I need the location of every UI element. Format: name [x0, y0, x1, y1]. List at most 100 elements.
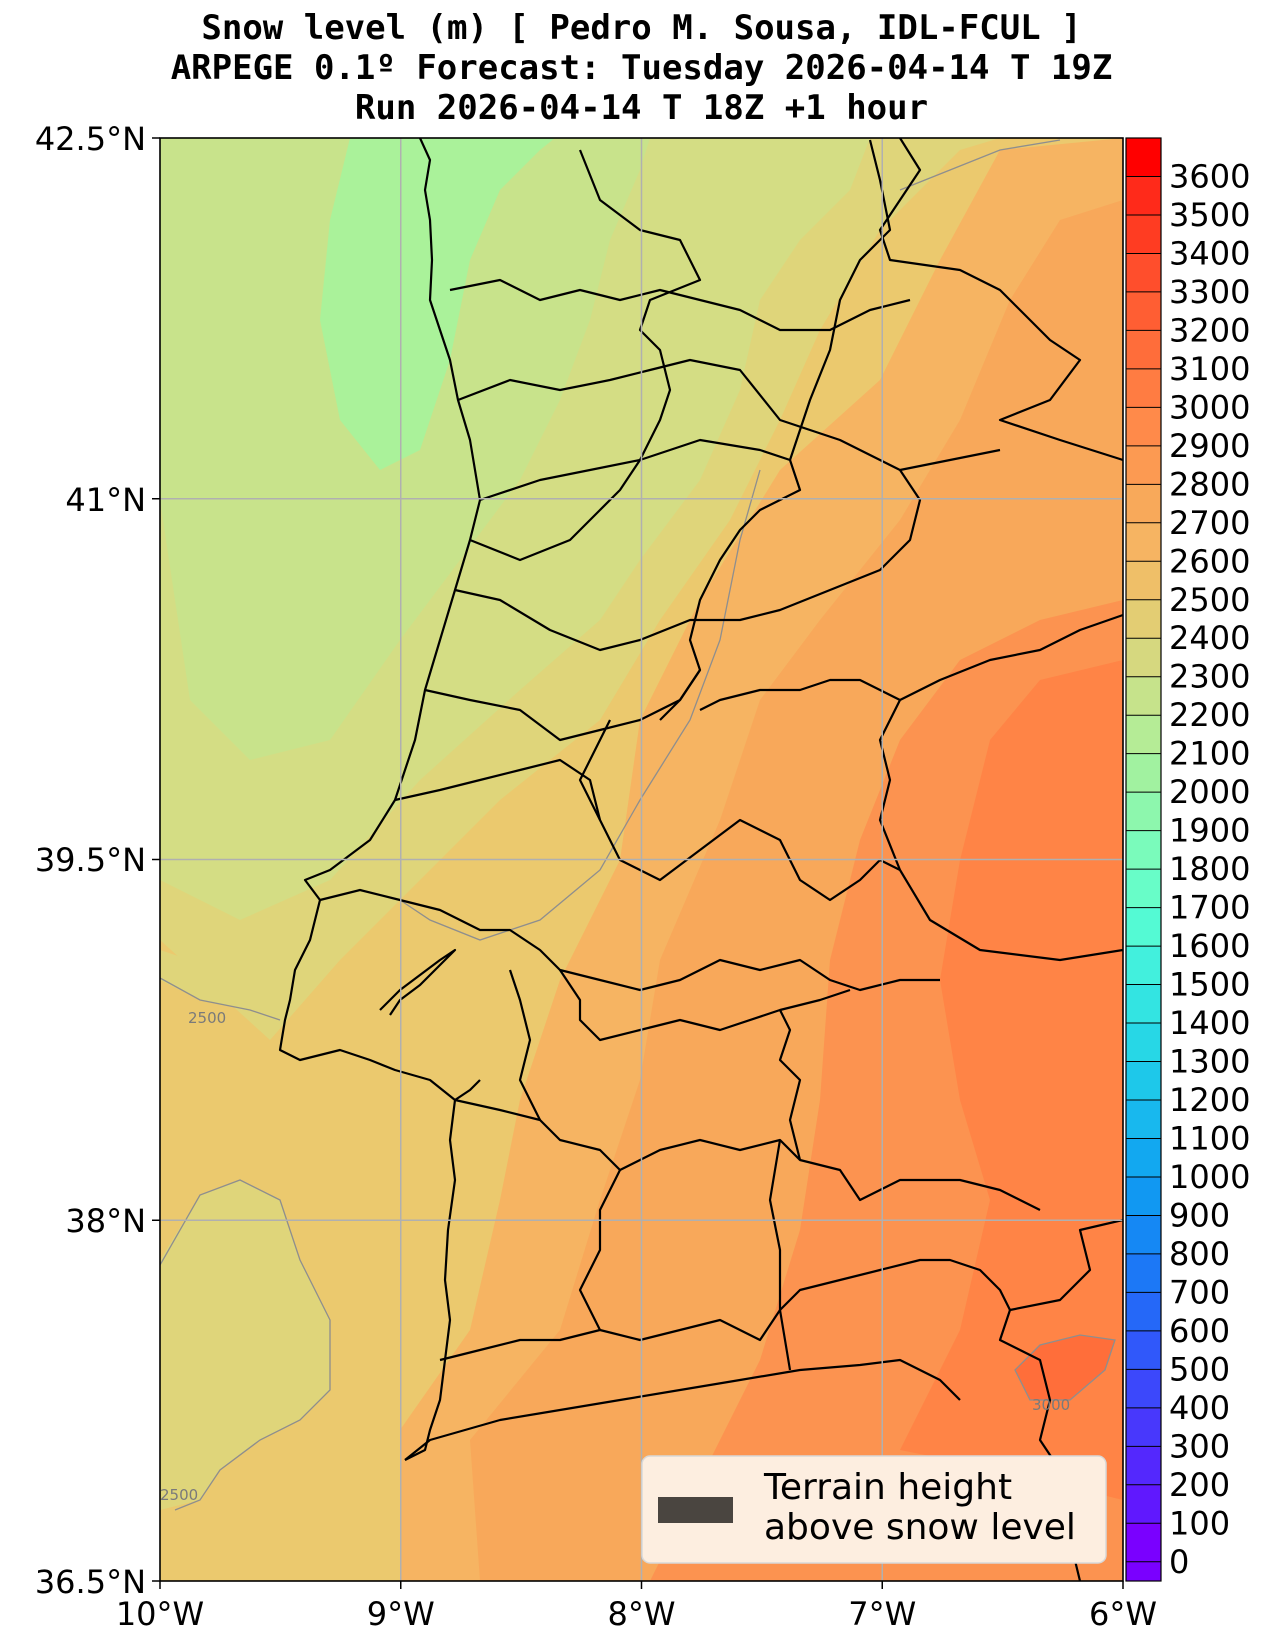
- colorbar-tick-label: 700: [1169, 1273, 1230, 1311]
- colorbar-tick-label: 2800: [1169, 465, 1250, 503]
- contour-label-3000: 3000: [1032, 1396, 1070, 1414]
- colorbar-tick-label: 3400: [1169, 234, 1250, 272]
- district-boundary-south-4: [439, 1258, 1011, 1362]
- colorbar-segment: [1126, 407, 1161, 447]
- field-zone-west-khaki: [160, 950, 280, 1020]
- colorbar-tick-label: 2900: [1169, 427, 1250, 465]
- lon-tick-label-9w: 9°W: [367, 1595, 435, 1633]
- lon-tick-label-10w: 10°W: [116, 1595, 204, 1633]
- map-title-line-3: Run 2026-04-14 T 18Z +1 hour: [354, 88, 929, 128]
- colorbar-segment: [1126, 138, 1161, 178]
- colorbar-segment: [1126, 1523, 1161, 1563]
- district-boundary-north-1: [449, 278, 911, 332]
- colorbar-segment: [1126, 1484, 1161, 1525]
- colorbar-segments: [1126, 138, 1161, 1581]
- colorbar-segment: [1126, 176, 1161, 216]
- map-gridlines: [160, 138, 1123, 1581]
- colorbar-segment: [1126, 946, 1161, 986]
- colorbar-tick-label: 1000: [1169, 1158, 1250, 1196]
- field-zone-deep-orange: [900, 660, 1123, 1500]
- map-title-line-2: ARPEGE 0.1º Forecast: Tuesday 2026-04-14…: [170, 48, 1113, 88]
- district-boundary-south-2: [508, 969, 541, 1121]
- colorbar-tick-label: 3200: [1169, 311, 1250, 349]
- colorbar-tick-label: 300: [1169, 1427, 1230, 1465]
- colorbar-tick-label: 100: [1169, 1504, 1230, 1542]
- colorbar-tick-label: 3500: [1169, 196, 1250, 234]
- contour-inland: [399, 469, 761, 941]
- colorbar-segment: [1126, 1369, 1161, 1409]
- field-zone-green: [320, 138, 555, 470]
- colorbar-labels: 3600350034003300320031003000290028002700…: [1126, 157, 1250, 1581]
- administrative-boundaries: [278, 138, 1123, 1581]
- district-boundary-north-2: [457, 358, 1001, 472]
- colorbar-tick-label: 800: [1169, 1235, 1230, 1273]
- field-zone-red-orange: [1015, 1335, 1115, 1400]
- legend-box: [641, 1455, 1107, 1564]
- colorbar-segment: [1126, 753, 1161, 794]
- colorbar-segment: [1126, 1061, 1161, 1101]
- district-boundary-centre-4: [394, 758, 901, 902]
- colorbar-segment: [1126, 368, 1161, 409]
- colorbar-tick-label: 2400: [1169, 619, 1250, 657]
- colorbar-segment: [1126, 599, 1161, 640]
- colorbar-tick-label: 1200: [1169, 1081, 1250, 1119]
- colorbar-tick-label: 2600: [1169, 542, 1250, 580]
- colorbar-segment: [1126, 907, 1161, 948]
- tagus-estuary: [379, 948, 457, 1016]
- colorbar-tick-label: 3600: [1169, 157, 1250, 195]
- district-boundary-centre-5: [578, 719, 611, 821]
- contour-lines: [160, 139, 1116, 1511]
- colorbar-segment: [1126, 1561, 1161, 1581]
- legend: Terrain height above snow level: [641, 1455, 1107, 1564]
- colorbar-segment: [1126, 522, 1161, 563]
- colorbar-segment: [1126, 676, 1161, 717]
- colorbar-tick-label: 0: [1169, 1543, 1189, 1581]
- colorbar-tick-label: 1700: [1169, 889, 1250, 927]
- colorbar-segment: [1126, 1407, 1161, 1448]
- district-boundary-centre-6: [319, 888, 940, 992]
- axis-tick-marks: [152, 137, 1124, 1589]
- colorbar-tick-label: 500: [1169, 1350, 1230, 1388]
- colorbar-segment: [1126, 561, 1161, 601]
- colorbar-segment: [1126, 869, 1161, 909]
- colorbar-segment: [1126, 984, 1161, 1025]
- coastline: [278, 138, 482, 1461]
- colorbar-segment: [1126, 1446, 1161, 1486]
- colorbar-segment: [1126, 1023, 1161, 1063]
- colorbar-segment: [1126, 1330, 1161, 1371]
- colorbar-segment: [1126, 1253, 1161, 1294]
- southern-coast: [404, 1358, 961, 1461]
- colorbar-segment: [1126, 484, 1161, 524]
- colorbar-tick-label: 1100: [1169, 1119, 1250, 1157]
- district-boundary-north-4: [578, 149, 702, 461]
- district-boundary-south-3: [778, 1009, 802, 1161]
- colorbar-segment: [1126, 253, 1161, 293]
- lat-tick-label-39-5n: 39.5°N: [35, 841, 146, 879]
- district-boundary-centre-2: [469, 459, 641, 562]
- district-boundary-centre-3: [424, 669, 901, 742]
- colorbar-tick-label: 600: [1169, 1312, 1230, 1350]
- colorbar-tick-label: 3000: [1169, 388, 1250, 426]
- colorbar-tick-label: 2300: [1169, 658, 1250, 696]
- lon-tick-label-7w: 7°W: [848, 1595, 916, 1633]
- colorbar-tick-label: 2000: [1169, 773, 1250, 811]
- lat-tick-label-42-5n: 42.5°N: [35, 120, 146, 158]
- colorbar-frame: [1125, 137, 1162, 1582]
- legend-label-line-1: Terrain height: [763, 1467, 1012, 1508]
- colorbar-segment: [1126, 1292, 1161, 1332]
- field-zone-southwest-khaki: [160, 1180, 330, 1510]
- colorbar-tick-label: 1800: [1169, 850, 1250, 888]
- map-title-line-1: Snow level (m) [ Pedro M. Sousa, IDL-FCU…: [201, 8, 1082, 48]
- colorbar: 3600350034003300320031003000290028002700…: [1125, 137, 1250, 1582]
- lon-tick-label-6w: 6°W: [1089, 1595, 1157, 1633]
- colorbar-tick-label: 900: [1169, 1196, 1230, 1234]
- contour-upper-east: [899, 139, 1061, 191]
- lon-tick-label-8w: 8°W: [608, 1595, 676, 1633]
- colorbar-tick-label: 1600: [1169, 927, 1250, 965]
- colorbar-tick-label: 2200: [1169, 696, 1250, 734]
- district-boundary-north-3: [479, 438, 802, 721]
- district-boundary-centre-7: [559, 969, 851, 1042]
- district-boundary-south-1: [454, 1098, 1041, 1211]
- contour-3000-southeast: [1014, 1334, 1116, 1401]
- colorbar-tick-label: 1300: [1169, 1043, 1250, 1081]
